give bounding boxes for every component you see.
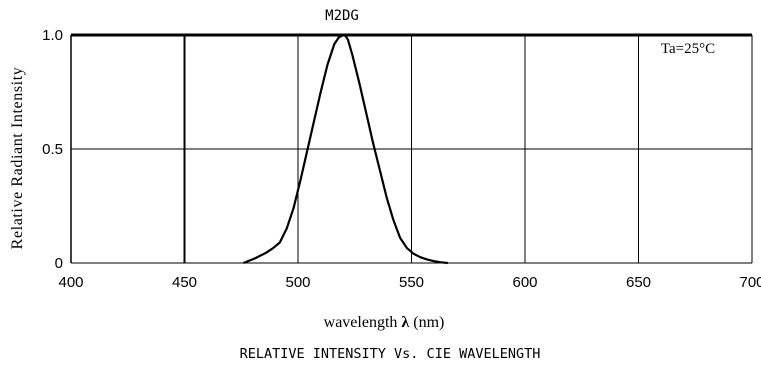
x-tick-label-400: 400 [58,274,83,291]
chart-series [243,33,448,265]
chart-labels: M2DG Ta=25°C Relative Radiant Intensity … [9,8,715,362]
x-axis-label-suffix: (nm) [409,314,444,331]
annotation-temperature: Ta=25°C [661,41,715,57]
y-tick-label-0: 0 [55,255,63,272]
chart-caption: RELATIVE INTENSITY Vs. CIE WAVELENGTH [240,346,541,362]
x-tick-label-700: 700 [739,274,761,291]
chart-axes: 400 450 500 550 600 650 700 0 0.5 1.0 [42,27,761,291]
chart-grid [71,35,752,263]
x-tick-label-650: 650 [626,274,651,291]
chart-title: M2DG [325,8,359,24]
x-tick-label-550: 550 [399,274,424,291]
y-tick-label-0-5: 0.5 [42,141,63,158]
x-axis-label-prefix: wavelength [324,314,402,331]
x-tick-label-600: 600 [512,274,537,291]
y-tick-label-1: 1.0 [42,27,63,44]
x-tick-label-500: 500 [285,274,310,291]
lambda-symbol: λ [401,314,409,331]
x-tick-label-450: 450 [172,274,197,291]
x-axis-label: wavelength λ (nm) [324,314,445,331]
series-line-0 [243,33,448,265]
y-axis-label: Relative Radiant Intensity [9,67,26,250]
